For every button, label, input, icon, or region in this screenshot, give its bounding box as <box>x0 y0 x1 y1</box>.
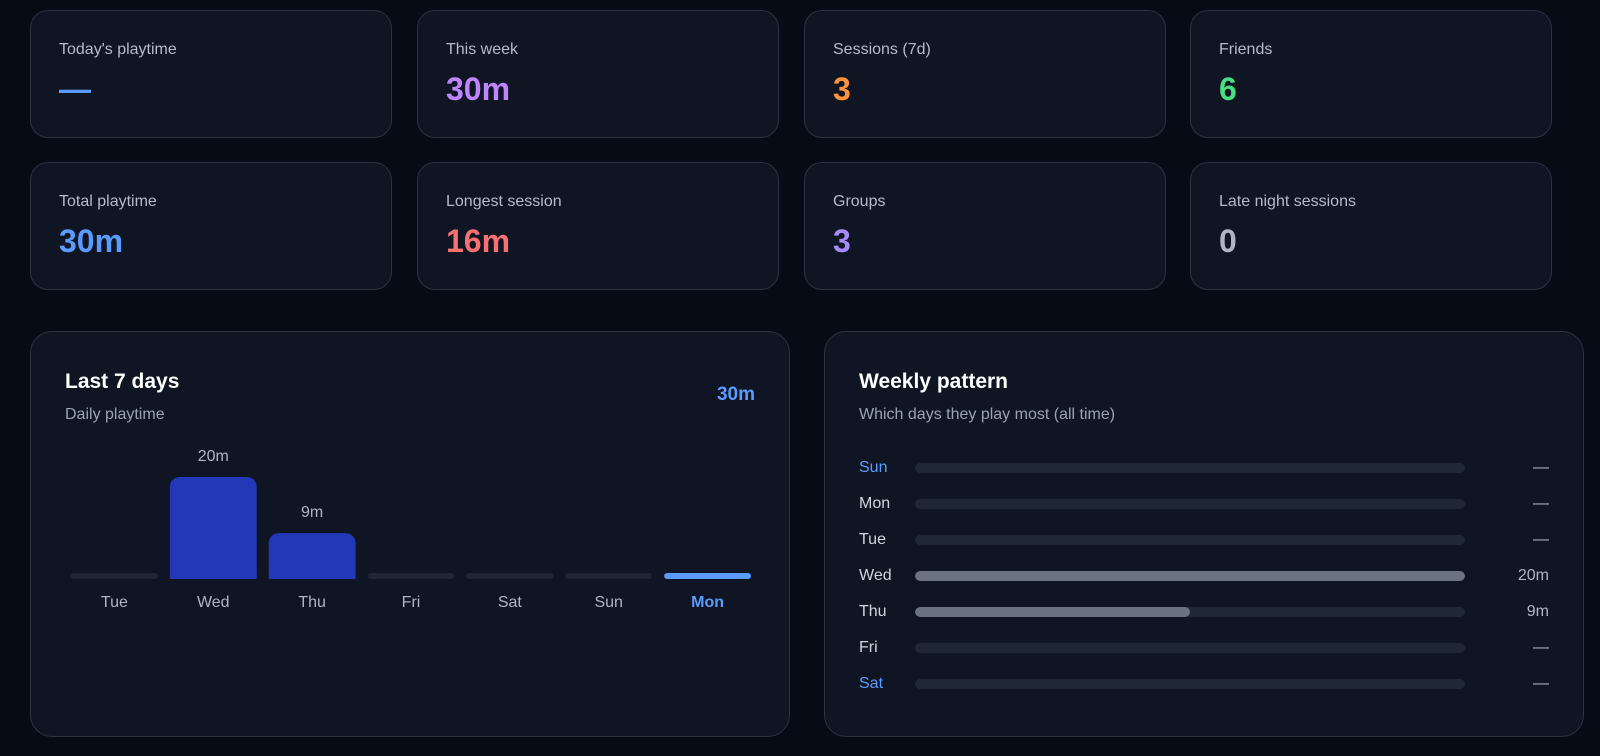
pattern-row-fri: Fri — <box>859 638 1549 658</box>
pattern-day-label: Wed <box>859 567 892 584</box>
stat-label: Sessions (7d) <box>833 41 931 58</box>
panel-subtitle: Which days they play most (all time) <box>859 406 1116 423</box>
stat-card-groups: Groups 3 <box>804 162 1166 290</box>
pattern-bar-track <box>915 571 1465 581</box>
stat-value: 30m <box>446 71 511 107</box>
pattern-bar-track <box>915 679 1465 689</box>
bar-base-thu <box>268 569 356 579</box>
pattern-row-sat: Sat — <box>859 674 1549 694</box>
pattern-value: — <box>1533 639 1549 656</box>
panel-subtitle: Daily playtime <box>65 406 165 423</box>
pattern-day-label: Mon <box>859 495 891 512</box>
tick-label-sun: Sun <box>594 594 622 611</box>
stat-label: Total playtime <box>59 193 157 210</box>
pattern-bar-track <box>915 643 1465 653</box>
stat-label: Late night sessions <box>1219 193 1356 210</box>
data-label-thu: 9m <box>301 504 323 521</box>
pattern-bar-track <box>915 607 1465 617</box>
tick-label-tue: Tue <box>101 594 128 611</box>
last-7-days-panel: Last 7 days Daily playtime 30m Tue Wed 20m… <box>30 331 790 737</box>
bar-mon <box>664 573 751 579</box>
stat-label: Friends <box>1219 41 1273 58</box>
stat-label: Groups <box>833 193 886 210</box>
pattern-day-label: Tue <box>859 531 886 548</box>
tick-label-wed: Wed <box>197 594 230 611</box>
stat-card-longest-session: Longest session 16m <box>417 162 779 290</box>
stat-value: 3 <box>833 223 851 259</box>
stat-label: Today's playtime <box>59 41 177 58</box>
panel-title: Weekly pattern <box>859 370 1008 393</box>
pattern-row-wed: Wed 20m <box>859 566 1549 586</box>
total-playtime-value: 30m <box>716 384 755 405</box>
bar-wed <box>169 477 257 579</box>
pattern-value: — <box>1533 495 1549 512</box>
tick-label-mon: Mon <box>691 594 724 611</box>
tick-label-thu: Thu <box>298 594 326 611</box>
stat-label: Longest session <box>446 193 562 210</box>
stat-value: 16m <box>446 223 511 259</box>
pattern-bar-track <box>915 463 1465 473</box>
bar-sun <box>565 573 653 579</box>
tick-label-fri: Fri <box>402 594 421 611</box>
tick-label-sat: Sat <box>498 594 523 611</box>
pattern-value: 9m <box>1526 603 1549 620</box>
weekly-pattern-panel: Weekly pattern Which days they play most… <box>824 331 1584 737</box>
pattern-value: — <box>1533 459 1549 476</box>
data-label-wed: 20m <box>198 448 229 465</box>
bar-fri <box>367 573 455 579</box>
stat-value: 30m <box>59 223 124 259</box>
pattern-row-sun: Sun — <box>859 458 1549 478</box>
bar-tue <box>71 573 158 579</box>
pattern-bar-track <box>915 535 1465 545</box>
bar-thu <box>268 533 356 579</box>
stat-card-late-night-sessions: Late night sessions 0 <box>1190 162 1552 290</box>
stat-card-sessions-7d: Sessions (7d) 3 <box>804 10 1166 138</box>
bar-base-wed <box>169 569 257 579</box>
pattern-value: — <box>1533 675 1549 692</box>
pattern-bar-fill <box>915 607 1190 617</box>
stat-card-todays-playtime: Today's playtime — <box>30 10 392 138</box>
stat-value: 6 <box>1219 71 1237 107</box>
pattern-row-tue: Tue — <box>859 530 1549 550</box>
panel-title: Last 7 days <box>65 370 180 393</box>
bar-sat <box>466 573 554 579</box>
stat-card-friends: Friends 6 <box>1190 10 1552 138</box>
pattern-row-thu: Thu 9m <box>859 602 1549 622</box>
pattern-day-label: Sat <box>859 675 884 692</box>
stat-card-this-week: This week 30m <box>417 10 779 138</box>
stat-value: — <box>59 71 91 107</box>
pattern-row-mon: Mon — <box>859 494 1549 514</box>
stat-label: This week <box>446 41 519 58</box>
pattern-day-label: Fri <box>859 639 878 656</box>
stat-card-total-playtime: Total playtime 30m <box>30 162 392 290</box>
pattern-day-label: Thu <box>859 603 887 620</box>
pattern-day-label: Sun <box>859 459 888 476</box>
pattern-bar-track <box>915 499 1465 509</box>
pattern-value: — <box>1533 531 1549 548</box>
pattern-bar-fill <box>915 571 1465 581</box>
stat-value: 0 <box>1219 223 1237 259</box>
daily-playtime-chart: Tue Wed 20m Thu 9m Fri Sat Sun Mon <box>71 448 751 611</box>
pattern-value: 20m <box>1517 567 1549 584</box>
stat-value: 3 <box>833 71 851 107</box>
